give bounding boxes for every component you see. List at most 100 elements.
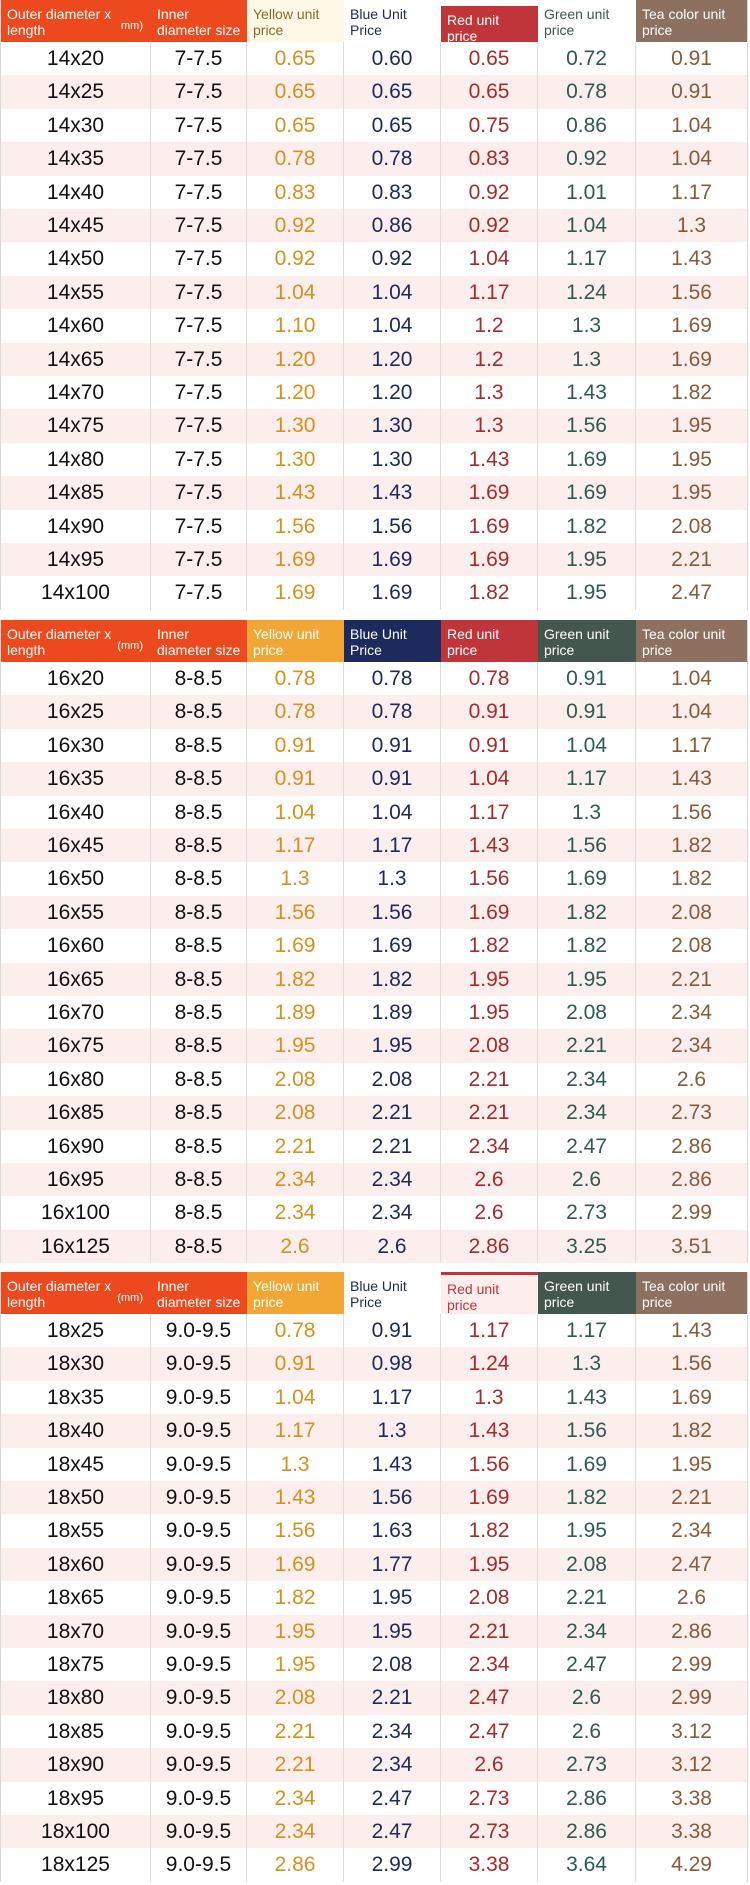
table-cell: 1.82 (671, 867, 712, 891)
table-cell: 1.17 (344, 1380, 441, 1415)
table-cell: 1.56 (671, 800, 712, 824)
table-cell: 1.89 (344, 996, 441, 1030)
table-row: 16x55 8-8.5 1.56 1.56 1.69 1.82 2.08 (1, 895, 747, 930)
table-cell: 1.82 (538, 895, 636, 930)
table-cell: 1.95 (671, 481, 712, 505)
table-cell: 16x75 (1, 1029, 151, 1063)
table-cell: 1.3 (441, 409, 538, 443)
table-cell: 2.86 (671, 1168, 712, 1191)
table-cell: 8-8.5 (151, 695, 247, 729)
table-cell: 0.86 (344, 209, 441, 243)
table-cell: 18x50 (1, 1481, 151, 1515)
table-row: 14x80 7-7.5 1.30 1.30 1.43 1.69 1.95 (1, 442, 747, 477)
table-cell: 18x55 (1, 1514, 151, 1548)
table-cell: 1.56 (344, 1481, 441, 1515)
table-row: 18x50 9.0-9.5 1.43 1.56 1.69 1.82 2.21 (1, 1481, 747, 1515)
table-body: 14x20 7-7.5 0.65 0.60 0.65 0.72 0.91 14x25 7-7.5… (1, 42, 747, 610)
table-cell: 1.43 (441, 829, 538, 863)
table-cell: 1.95 (538, 576, 636, 610)
table-cell: 2.86 (538, 1815, 636, 1849)
table-cell: 18x75 (1, 1648, 151, 1682)
table-row: 18x40 9.0-9.5 1.17 1.3 1.43 1.56 1.82 (1, 1414, 747, 1448)
table-cell: 1.04 (671, 113, 712, 137)
table-cell: 2.21 (344, 1129, 441, 1163)
table-cell: 2.47 (344, 1815, 441, 1849)
table-cell: 8-8.5 (151, 862, 247, 896)
table-cell: 2.6 (344, 1229, 441, 1264)
table-cell: 0.91 (538, 662, 636, 696)
table-cell: 14x65 (1, 342, 151, 376)
table-cell: 7-7.5 (151, 442, 247, 477)
table-cell: 1.82 (671, 381, 712, 404)
table-cell: 1.3 (538, 795, 636, 829)
table-cell: 14x95 (1, 543, 151, 577)
table-cell: 1.43 (441, 1414, 538, 1448)
table-cell: 1.63 (344, 1514, 441, 1548)
table-cell: 9.0-9.5 (151, 1514, 247, 1548)
table-cell: 2.47 (538, 1648, 636, 1682)
table-cell: 1.95 (538, 1514, 636, 1548)
price-table: Outer diameter x length (mm) Inner diamete… (0, 1272, 748, 1882)
unit-label: (mm) (117, 640, 143, 652)
table-cell: 1.43 (671, 247, 712, 271)
table-cell: 18x70 (1, 1614, 151, 1648)
table-cell: 16x60 (1, 929, 151, 963)
table-cell: 7-7.5 (151, 42, 247, 76)
table-cell: 1.56 (538, 409, 636, 443)
table-cell: 1.95 (441, 1547, 538, 1582)
table-cell: 1.17 (441, 1314, 538, 1348)
table-cell: 14x75 (1, 409, 151, 443)
table-cell: 1.04 (671, 667, 712, 690)
table-cell: 2.6 (538, 1714, 636, 1749)
table-cell: 8-8.5 (151, 1229, 247, 1264)
table-cell: 14x80 (1, 442, 151, 477)
table-cell: 0.78 (344, 662, 441, 696)
table-cell: 1.95 (344, 1614, 441, 1648)
table-cell: 0.92 (441, 209, 538, 243)
table-cell: 1.82 (247, 962, 344, 996)
table-row: 16x30 8-8.5 0.91 0.91 0.91 1.04 1.17 (1, 728, 747, 763)
table-cell: 0.98 (344, 1347, 441, 1381)
table-cell: 3.38 (441, 1848, 538, 1882)
column-header: Blue Unit Price (344, 0, 441, 42)
table-cell: 2.6 (247, 1229, 344, 1264)
table-cell: 7-7.5 (151, 342, 247, 376)
column-header-label: Red unit price (447, 626, 500, 658)
table-cell: 9.0-9.5 (151, 1347, 247, 1381)
table-cell: 1.95 (538, 543, 636, 577)
table-cell: 1.69 (441, 1481, 538, 1515)
table-cell: 14x90 (1, 509, 151, 543)
table-cell: 1.3 (676, 214, 707, 237)
table-cell: 1.3 (247, 1447, 344, 1481)
table-cell: 7-7.5 (151, 543, 247, 577)
table-cell: 0.72 (538, 42, 636, 76)
table-cell: 1.3 (344, 862, 441, 896)
table-row: 16x45 8-8.5 1.17 1.17 1.43 1.56 1.82 (1, 829, 747, 863)
table-row: 14x20 7-7.5 0.65 0.60 0.65 0.72 0.91 (1, 42, 747, 76)
table-cell: 9.0-9.5 (151, 1547, 247, 1582)
table-cell: 2.73 (538, 1196, 636, 1230)
unit-label: mm) (121, 20, 143, 32)
table-cell: 1.20 (247, 342, 344, 376)
table-cell: 1.17 (671, 180, 712, 204)
table-cell: 0.65 (441, 75, 538, 109)
table-row: 18x75 9.0-9.5 1.95 2.08 2.34 2.47 2.99 (1, 1648, 747, 1682)
table-cell: 18x90 (1, 1748, 151, 1782)
table-cell: 2.08 (538, 1547, 636, 1582)
column-header-label: Red unit price (447, 12, 500, 42)
table-row: 14x85 7-7.5 1.43 1.43 1.69 1.69 1.95 (1, 476, 747, 510)
table-cell: 1.04 (671, 147, 712, 171)
table-row: 14x60 7-7.5 1.10 1.04 1.2 1.3 1.69 (1, 309, 747, 343)
table-cell: 2.73 (538, 1748, 636, 1782)
table-cell: 8-8.5 (151, 1129, 247, 1163)
table-cell: 18x100 (1, 1815, 151, 1849)
table-cell: 14x100 (1, 576, 151, 610)
table-cell: 1.95 (344, 1581, 441, 1615)
table-cell: 1.04 (247, 795, 344, 829)
table-cell: 2.08 (671, 900, 712, 924)
table-row: 18x100 9.0-9.5 2.34 2.47 2.73 2.86 3.38 (1, 1815, 747, 1849)
table-cell: 2.47 (441, 1714, 538, 1749)
table-cell: 7-7.5 (151, 209, 247, 243)
table-cell: 1.24 (538, 275, 636, 310)
